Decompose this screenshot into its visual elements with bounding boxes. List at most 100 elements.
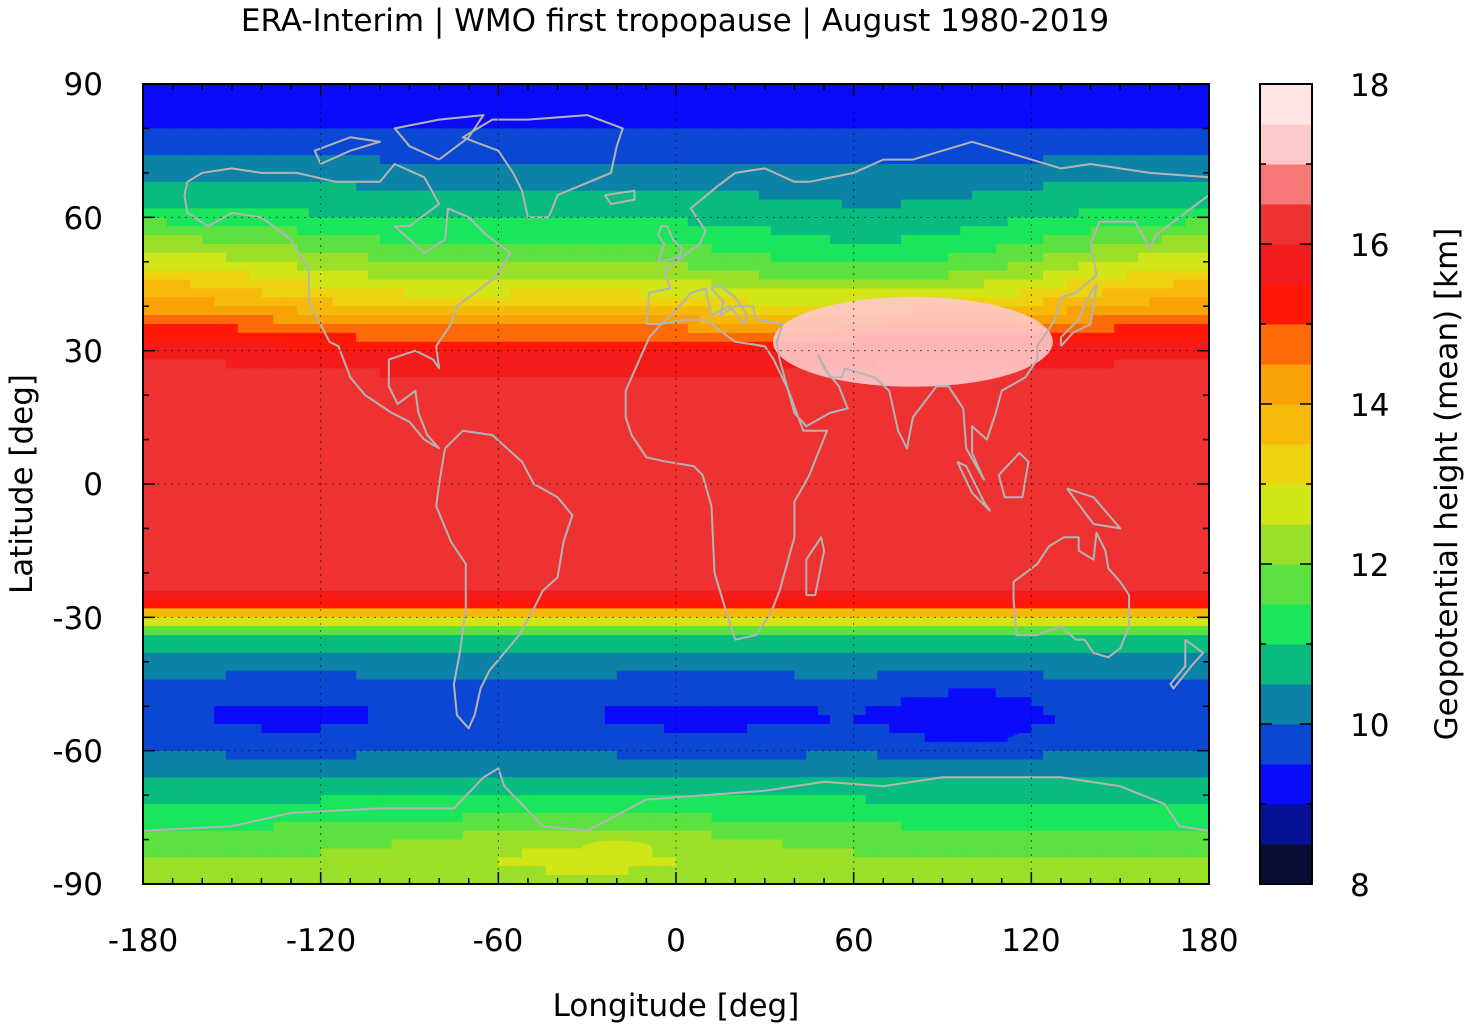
field-cell [486, 92, 499, 103]
field-cell [1114, 457, 1127, 467]
field-cell [877, 537, 890, 547]
field-cell [273, 244, 286, 254]
field-cell [1078, 110, 1092, 121]
field-cell [202, 226, 215, 236]
field-cell [652, 110, 665, 121]
field-cell [782, 92, 795, 103]
field-cell [297, 199, 310, 210]
field-cell [593, 288, 606, 298]
field-cell [581, 261, 594, 272]
field-cell [451, 386, 464, 396]
field-cell [439, 404, 452, 414]
field-cell [711, 555, 724, 565]
field-cell [806, 421, 819, 432]
field-cell [297, 368, 310, 378]
field-cell [261, 430, 274, 441]
field-cell [462, 528, 476, 538]
field-cell [391, 199, 405, 210]
field-cell [1185, 235, 1198, 245]
field-cell [391, 430, 405, 441]
field-cell [1055, 315, 1068, 325]
field-cell [1126, 84, 1139, 94]
field-cell [972, 155, 985, 165]
field-cell [640, 475, 653, 485]
field-cell [285, 110, 298, 121]
field-cell [1066, 226, 1080, 236]
field-cell [154, 341, 168, 352]
field-cell [545, 155, 559, 165]
field-cell [285, 306, 298, 316]
field-cell [1114, 270, 1127, 281]
field-cell [853, 208, 867, 218]
field-cell [723, 404, 736, 414]
field-cell [581, 368, 594, 378]
field-cell [510, 332, 523, 343]
field-cell [368, 101, 381, 112]
field-cell [486, 475, 499, 485]
field-cell [1090, 501, 1103, 512]
field-cell [747, 190, 760, 201]
field-cell [249, 119, 262, 130]
field-cell [451, 395, 464, 405]
field-cell [166, 119, 180, 130]
field-cell [1031, 199, 1044, 210]
field-cell [557, 457, 570, 467]
field-cell [1126, 306, 1139, 316]
field-cell [853, 501, 867, 512]
field-cell [912, 448, 926, 458]
field-cell [143, 466, 156, 476]
field-cell [190, 261, 203, 272]
field-cell [901, 190, 914, 201]
field-cell [297, 128, 310, 138]
field-cell [972, 475, 985, 485]
field-cell [1019, 386, 1032, 396]
field-cell [830, 270, 843, 281]
field-cell [320, 421, 334, 432]
field-cell [758, 181, 772, 192]
field-cell [368, 128, 381, 138]
field-cell [1066, 297, 1080, 307]
field-cell [214, 359, 227, 370]
field-cell [214, 155, 227, 165]
field-cell [616, 208, 630, 218]
field-cell [379, 155, 393, 165]
field-cell [735, 377, 748, 387]
field-cell [1090, 510, 1103, 521]
field-cell [273, 377, 286, 387]
field-cell [924, 119, 938, 130]
field-cell [249, 235, 262, 245]
field-cell [1197, 475, 1209, 485]
field-cell [154, 457, 168, 467]
field-cell [344, 528, 357, 538]
field-cell [308, 448, 322, 458]
field-cell [711, 155, 724, 165]
field-cell [995, 412, 1009, 423]
field-cell [664, 155, 677, 165]
field-cell [308, 484, 322, 494]
field-cell [190, 137, 203, 147]
field-cell [723, 528, 736, 538]
field-cell [297, 279, 310, 290]
field-cell [427, 244, 440, 254]
field-cell [451, 164, 464, 174]
field-cell [569, 155, 582, 165]
field-cell [830, 475, 843, 485]
field-cell [498, 92, 511, 103]
field-cell [1090, 172, 1103, 183]
field-cell [699, 235, 713, 245]
field-cell [510, 84, 523, 94]
field-cell [1161, 110, 1174, 121]
field-cell [723, 199, 736, 210]
field-cell [877, 270, 890, 281]
field-cell [285, 324, 298, 334]
field-cell [948, 244, 961, 254]
field-cell [782, 172, 795, 183]
field-cell [510, 146, 523, 156]
field-cell [214, 386, 227, 396]
field-cell [1019, 146, 1032, 156]
field-cell [1043, 279, 1056, 290]
field-cell [1055, 110, 1068, 121]
field-cell [853, 510, 867, 521]
field-cell [462, 244, 476, 254]
field-cell [391, 501, 405, 512]
